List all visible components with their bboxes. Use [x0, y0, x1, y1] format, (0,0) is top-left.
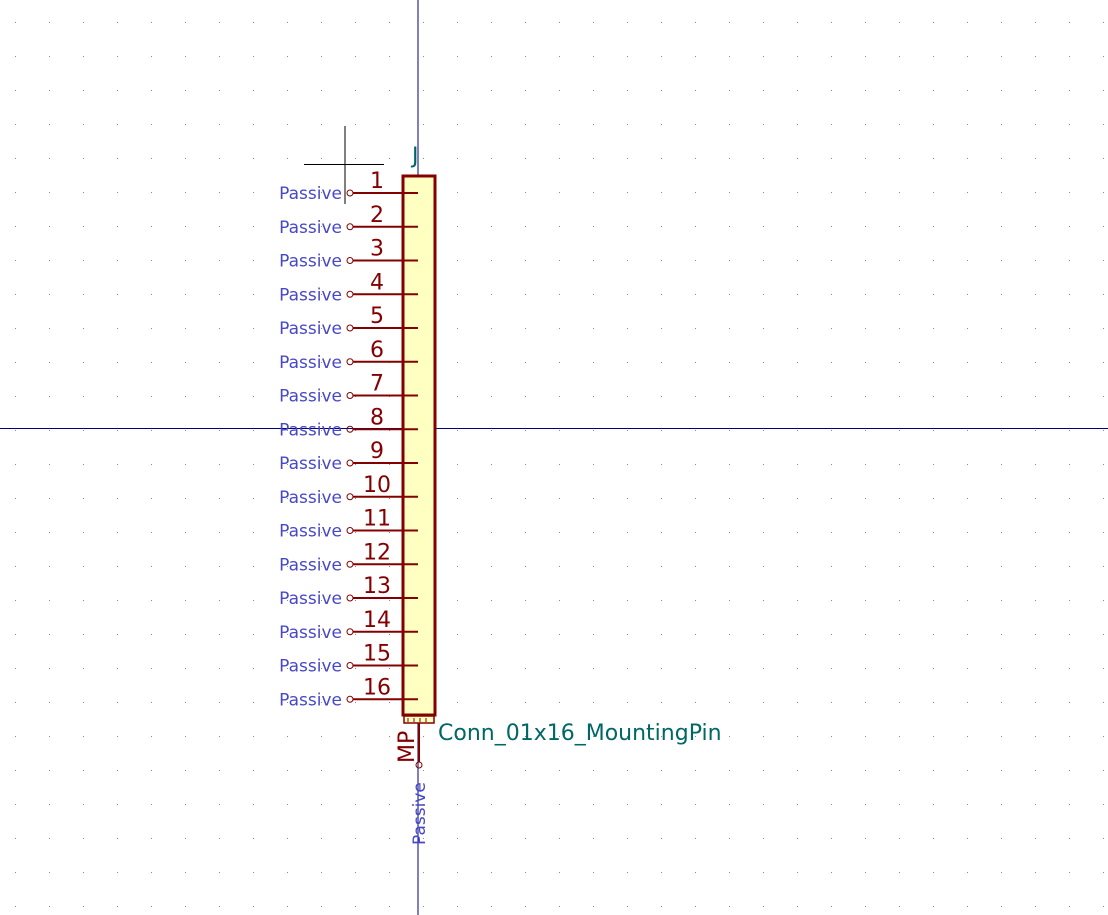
mounting-pin-end	[415, 761, 423, 769]
pin-end-marker	[346, 257, 354, 264]
pin-type: Passive	[279, 285, 342, 305]
pin-3[interactable]: 3 Passive	[279, 237, 418, 272]
pin-number: 6	[370, 338, 384, 363]
symbol-body[interactable]	[401, 174, 437, 717]
pin-number: 16	[363, 675, 391, 700]
pin-type: Passive	[279, 657, 342, 677]
pin-type: Passive	[279, 623, 342, 643]
pin-end-marker	[346, 560, 354, 568]
pin-14[interactable]: 14 Passive	[279, 608, 418, 643]
grid-dots	[15, 22, 1104, 907]
pin-15[interactable]: 15 Passive	[279, 642, 418, 677]
pin-end-marker	[346, 628, 354, 636]
pin-end-marker	[346, 324, 354, 332]
pin-number: 2	[370, 203, 384, 228]
pin-number: 12	[363, 540, 391, 565]
pin-end-marker	[346, 594, 354, 602]
pin-type: Passive	[279, 454, 342, 474]
value-field[interactable]: Conn_01x16_MountingPin	[438, 721, 722, 746]
connector-symbol[interactable]: 1 Passive 2 Passive 3 Passive 4 Passive 5 Passive…	[279, 144, 721, 845]
pin-6[interactable]: 6 Passive	[279, 338, 418, 373]
pin-number: 13	[363, 574, 391, 599]
pin-end-marker	[346, 223, 354, 231]
cursor-crosshair	[304, 126, 384, 204]
pin-type: Passive	[279, 522, 342, 542]
pin-number: 3	[370, 237, 384, 262]
pin-12[interactable]: 12 Passive	[279, 540, 418, 575]
pin-number: 14	[363, 608, 391, 633]
mounting-pin-number: MP	[395, 731, 420, 763]
pin-number: 10	[363, 473, 391, 498]
pin-end-marker	[346, 358, 354, 366]
pin-10[interactable]: 10 Passive	[279, 473, 418, 508]
pin-number: 8	[370, 405, 384, 430]
pin-end-marker	[346, 662, 354, 669]
pin-end-marker	[346, 425, 354, 433]
pin-type: Passive	[279, 252, 342, 272]
pin-number: 1	[370, 169, 384, 194]
pin-9[interactable]: 9 Passive	[279, 439, 418, 474]
pin-number: 7	[370, 372, 384, 397]
pin-end-marker	[346, 290, 354, 298]
pin-7[interactable]: 7 Passive	[279, 372, 418, 407]
pin-number: 9	[370, 439, 384, 464]
pin-type: Passive	[279, 555, 342, 575]
pin-number: 5	[370, 304, 384, 329]
pin-13[interactable]: 13 Passive	[279, 574, 418, 609]
pin-end-marker	[346, 189, 354, 197]
pin-type: Passive	[279, 218, 342, 238]
pin-number: 11	[363, 507, 391, 532]
pin-5[interactable]: 5 Passive	[279, 304, 418, 339]
reference-designator[interactable]: J	[410, 144, 419, 169]
pin-end-marker	[346, 392, 354, 399]
pin-type: Passive	[279, 319, 342, 339]
pin-type: Passive	[279, 353, 342, 373]
pin-end-marker	[346, 459, 354, 467]
mounting-pin-type: Passive	[410, 782, 430, 845]
pin-number: 4	[370, 270, 384, 295]
pin-type: Passive	[279, 690, 342, 710]
pin-type: Passive	[279, 589, 342, 609]
pin-2[interactable]: 2 Passive	[279, 203, 418, 238]
pin-11[interactable]: 11 Passive	[279, 507, 418, 542]
pin-16[interactable]: 16 Passive	[279, 675, 418, 710]
pin-number: 15	[363, 642, 391, 667]
pin-type: Passive	[279, 488, 342, 508]
pin-end-marker	[346, 527, 354, 534]
pin-1[interactable]: 1 Passive	[279, 169, 418, 204]
pin-type: Passive	[279, 420, 342, 440]
pin-type: Passive	[279, 184, 342, 204]
pin-end-marker	[346, 493, 354, 501]
pin-4[interactable]: 4 Passive	[279, 270, 418, 305]
pin-8[interactable]: 8 Passive	[279, 405, 418, 440]
pins: 1 Passive 2 Passive 3 Passive 4 Passive 5 Passive…	[279, 169, 418, 710]
mounting-pin[interactable]: MP Passive	[395, 715, 435, 845]
pin-end-marker	[346, 695, 354, 703]
pin-type: Passive	[279, 387, 342, 407]
